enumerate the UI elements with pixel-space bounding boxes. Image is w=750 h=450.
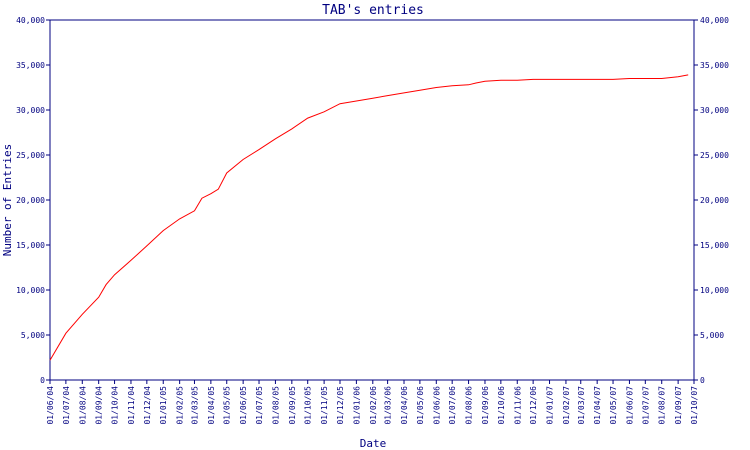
y-tick-label-left: 5,000 — [21, 331, 45, 340]
x-tick-label: 01/04/07 — [593, 386, 602, 425]
y-tick-label-right: 15,000 — [700, 241, 729, 250]
x-tick-label: 01/08/05 — [271, 386, 280, 425]
y-tick-label-left: 40,000 — [16, 16, 45, 25]
y-tick-label-right: 40,000 — [700, 16, 729, 25]
x-tick-label: 01/12/06 — [529, 386, 538, 425]
x-tick-label: 01/01/05 — [159, 386, 168, 425]
y-tick-label-left: 20,000 — [16, 196, 45, 205]
x-tick-label: 01/06/04 — [46, 386, 55, 425]
y-tick-label-right: 25,000 — [700, 151, 729, 160]
x-tick-label: 01/07/05 — [255, 386, 264, 425]
x-tick-label: 01/11/04 — [127, 386, 136, 425]
x-tick-label: 01/12/05 — [336, 386, 345, 425]
x-tick-label: 01/01/06 — [352, 386, 361, 425]
y-tick-label-left: 10,000 — [16, 286, 45, 295]
x-tick-label: 01/07/07 — [641, 386, 650, 425]
y-tick-label-right: 20,000 — [700, 196, 729, 205]
x-tick-label: 01/02/07 — [562, 386, 571, 425]
y-axis-label: Number of Entries — [1, 144, 14, 257]
x-tick-label: 01/10/06 — [497, 386, 506, 425]
y-tick-label-right: 10,000 — [700, 286, 729, 295]
y-tick-label-left: 30,000 — [16, 106, 45, 115]
x-tick-label: 01/06/06 — [432, 386, 441, 425]
series-line — [49, 74, 689, 361]
y-tick-label-left: 15,000 — [16, 241, 45, 250]
y-tick-label-left: 25,000 — [16, 151, 45, 160]
x-tick-label: 01/04/06 — [400, 386, 409, 425]
x-axis-label: Date — [360, 437, 387, 450]
x-tick-label: 01/12/04 — [143, 386, 152, 425]
x-tick-label: 01/05/07 — [609, 386, 618, 425]
x-tick-label: 01/11/06 — [513, 386, 522, 425]
x-tick-label: 01/03/07 — [577, 386, 586, 425]
x-tick-label: 01/06/05 — [239, 386, 248, 425]
x-tick-label: 01/11/05 — [320, 386, 329, 425]
x-tick-label: 01/03/05 — [190, 386, 199, 425]
x-tick-label: 01/09/04 — [95, 386, 104, 425]
x-tick-label: 01/02/06 — [369, 386, 378, 425]
x-tick-label: 01/05/06 — [416, 386, 425, 425]
x-tick-label: 01/07/04 — [62, 386, 71, 425]
y-tick-label-right: 35,000 — [700, 61, 729, 70]
y-tick-label-right: 30,000 — [700, 106, 729, 115]
x-tick-label: 01/08/04 — [78, 386, 87, 425]
x-tick-label: 01/09/05 — [288, 386, 297, 425]
y-tick-label-left: 0 — [40, 376, 45, 385]
x-tick-label: 01/06/07 — [625, 386, 634, 425]
x-tick-label: 01/08/07 — [658, 386, 667, 425]
x-tick-label: 01/09/07 — [674, 386, 683, 425]
plot-frame — [49, 19, 695, 381]
x-tick-label: 01/07/06 — [448, 386, 457, 425]
x-tick-label: 01/10/07 — [690, 386, 699, 425]
y-tick-label-right: 0 — [700, 376, 705, 385]
x-tick-label: 01/02/05 — [176, 386, 185, 425]
chart-title: TAB's entries — [322, 3, 424, 18]
y-tick-label-right: 5,000 — [700, 331, 724, 340]
y-tick-label-left: 35,000 — [16, 61, 45, 70]
x-tick-label: 01/09/06 — [481, 386, 490, 425]
x-tick-label: 01/04/05 — [207, 386, 216, 425]
x-tick-label: 01/05/05 — [223, 386, 232, 425]
x-tick-label: 01/10/04 — [111, 386, 120, 425]
x-tick-label: 01/10/05 — [304, 386, 313, 425]
x-tick-label: 01/03/06 — [384, 386, 393, 425]
x-tick-label: 01/08/06 — [465, 386, 474, 425]
x-tick-label: 01/01/07 — [546, 386, 555, 425]
